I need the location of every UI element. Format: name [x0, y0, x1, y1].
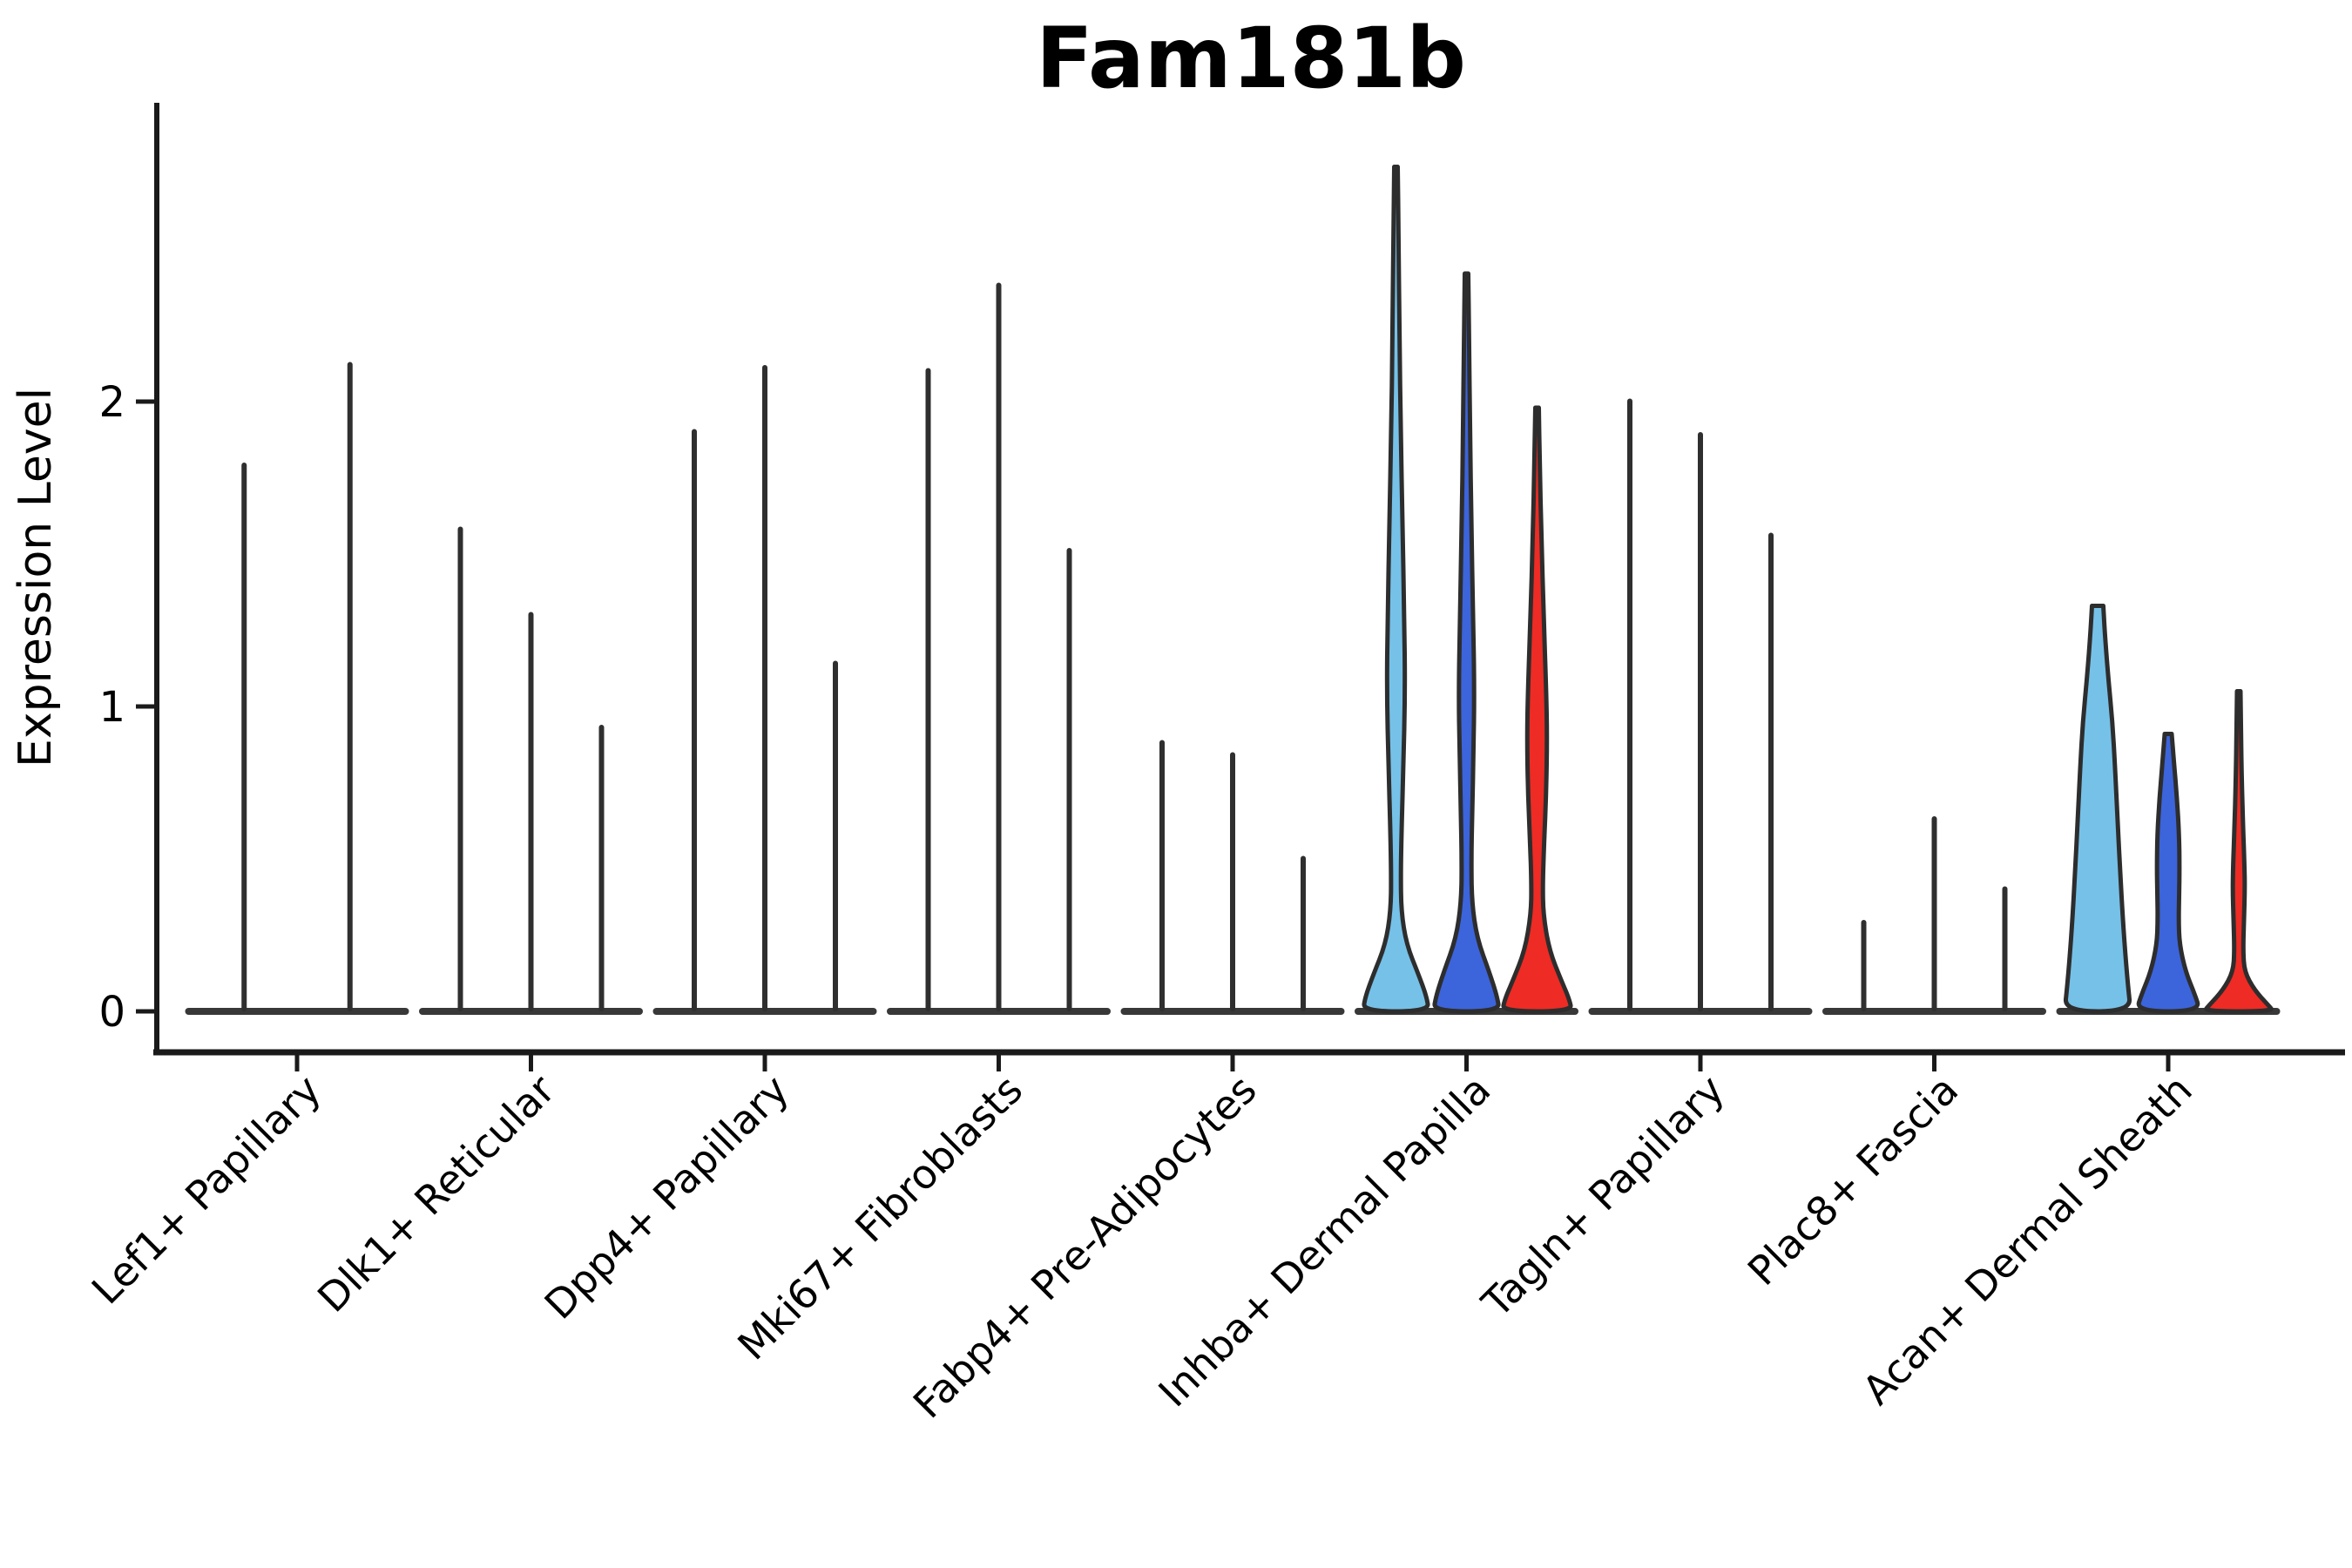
y-axis-label: Expression Level	[10, 388, 62, 767]
x-tick-label: Plac8+ Fascia	[1739, 1066, 1967, 1294]
violin-body	[1362, 165, 1430, 1014]
x-tick-label: Dlk1+ Reticular	[308, 1066, 564, 1321]
violin-body	[1501, 405, 1573, 1014]
chart-title: Fam181b	[1036, 10, 1466, 107]
violin-body	[1432, 271, 1501, 1014]
violin-body	[2204, 689, 2274, 1014]
x-tick-label: Tagln+ Papillary	[1472, 1066, 1734, 1328]
x-tick-label: Lef1+ Papillary	[83, 1066, 330, 1314]
violin-body	[2136, 732, 2200, 1014]
y-tick-label: 2	[98, 378, 125, 427]
violin-body	[2064, 604, 2132, 1014]
y-tick-label: 1	[98, 683, 125, 732]
x-tick-label: Dpp4+ Papillary	[536, 1066, 798, 1328]
y-tick-label: 0	[98, 988, 125, 1037]
